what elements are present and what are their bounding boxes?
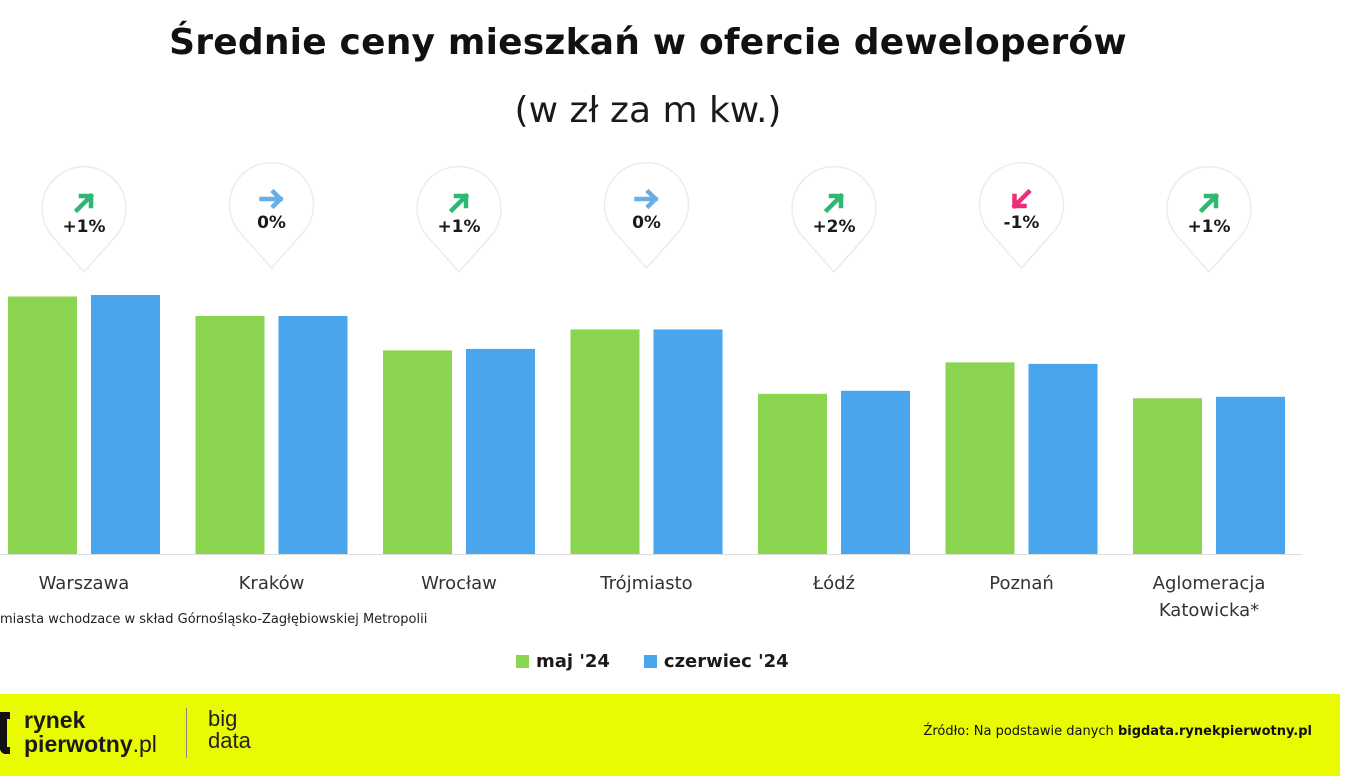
bigdata-logo: big data	[208, 708, 251, 752]
bar-maj-5	[945, 362, 1015, 554]
legend-swatch-czerwiec	[643, 655, 657, 668]
bar-czerwiec-4	[841, 390, 910, 554]
rynekpierwotny-logo-icon	[0, 712, 10, 754]
change-bubble-3	[603, 161, 690, 270]
change-label-6: +1%	[1187, 217, 1230, 237]
trend-up-arrow-icon-0	[73, 192, 95, 214]
logo-text-pierwotny: pierwotny.pl	[24, 731, 157, 757]
bar-maj-3	[570, 329, 640, 554]
x-tick-label-1: Kraków	[239, 573, 305, 594]
bar-maj-4	[758, 393, 827, 554]
legend: maj '24 czerwiec '24	[516, 651, 789, 672]
bar-maj-6	[1133, 398, 1202, 554]
change-bubble-1	[228, 161, 315, 270]
footer-banner: rynek pierwotny.pl big data Źródło: Na p…	[0, 694, 1340, 776]
change-label-0: +1%	[62, 217, 105, 237]
legend-item-maj: maj '24	[516, 651, 610, 672]
source-note: Źródło: Na podstawie danych bigdata.ryne…	[923, 724, 1312, 739]
bar-maj-2	[383, 350, 452, 554]
legend-swatch-maj	[516, 655, 529, 668]
logo-divider	[186, 708, 187, 758]
x-tick-label-2: Wrocław	[421, 573, 497, 594]
logo-text-pl: .pl	[132, 731, 157, 757]
logo-text-pierwotny-bold: pierwotny	[24, 731, 133, 757]
change-bubble-6	[1166, 165, 1252, 274]
x-tick-label-3: Trójmiasto	[599, 573, 692, 594]
change-bubble-2	[416, 165, 502, 274]
bar-maj-1	[195, 315, 265, 554]
bar-chart: Warszawa +1% Kraków 0% Wrocław +1% Trójmiasto 0…	[0, 161, 1302, 620]
change-bubble-4	[791, 165, 877, 274]
x-tick-label-6-line0: Aglomeracja	[1153, 573, 1266, 594]
legend-item-czerwiec: czerwiec '24	[643, 651, 789, 672]
trend-flat-arrow-icon-3	[634, 188, 659, 210]
bigdata-logo-data: data	[208, 728, 251, 753]
bar-czerwiec-5	[1028, 363, 1098, 554]
bigdata-logo-big: big	[208, 706, 238, 731]
x-tick-label-4: Łódź	[812, 573, 855, 594]
bar-czerwiec-1	[278, 315, 348, 554]
trend-down-arrow-icon-5	[1011, 188, 1032, 210]
trend-up-arrow-icon-2	[448, 192, 470, 214]
bar-czerwiec-0	[91, 295, 160, 554]
change-label-2: +1%	[437, 217, 480, 237]
bar-czerwiec-3	[653, 329, 723, 554]
change-bubble-0	[41, 165, 127, 274]
source-link: bigdata.rynekpierwotny.pl	[1117, 724, 1312, 739]
x-tick-label-0: Warszawa	[39, 573, 130, 594]
trend-up-arrow-icon-6	[1198, 192, 1220, 214]
change-label-3: 0%	[632, 213, 661, 233]
change-label-4: +2%	[812, 217, 855, 237]
legend-label-czerwiec: czerwiec '24	[663, 651, 789, 672]
legend-label-maj: maj '24	[536, 651, 610, 672]
chart-subtitle: (w zł za m kw.)	[514, 90, 782, 131]
bar-czerwiec-6	[1216, 396, 1285, 554]
x-tick-label-5: Poznań	[989, 573, 1054, 594]
trend-flat-arrow-icon-1	[259, 188, 284, 210]
trend-up-arrow-icon-4	[823, 192, 845, 214]
x-tick-label-6-line1: Katowicka*	[1159, 600, 1259, 620]
footnote: miasta wchodzace w skład Górnośląsko-Zag…	[0, 612, 428, 627]
change-label-5: -1%	[1004, 213, 1040, 233]
bar-maj-0	[8, 296, 77, 554]
change-label-1: 0%	[257, 213, 286, 233]
logo-text-rynek: rynek	[24, 707, 86, 733]
source-prefix: Źródło: Na podstawie danych	[923, 724, 1118, 739]
change-bubble-5	[978, 161, 1065, 270]
bar-czerwiec-2	[466, 348, 535, 554]
chart-title: Średnie ceny mieszkań w ofercie dewelope…	[169, 22, 1127, 63]
